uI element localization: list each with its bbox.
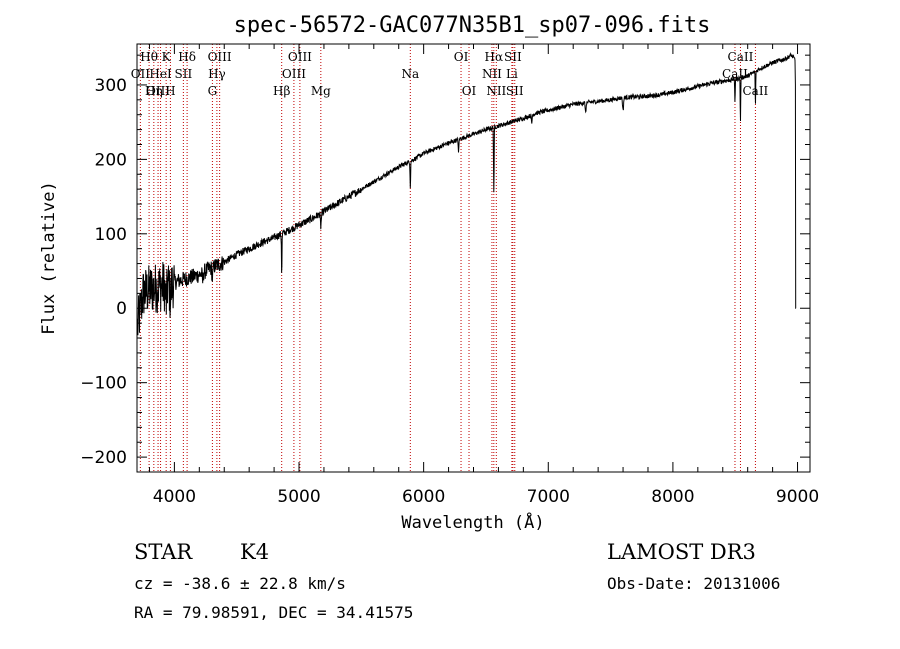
- x-tick-label: 9000: [776, 487, 819, 507]
- y-tick-label: 0: [116, 299, 127, 319]
- redshift-readout: cz = -38.6 ± 22.8 km/s: [134, 574, 346, 593]
- line-label-19: NII: [482, 67, 502, 81]
- line-label-5: K: [162, 50, 172, 64]
- line-label-11: OIII: [208, 50, 232, 64]
- line-label-14: OIII: [288, 50, 312, 64]
- x-tick-label: 6000: [402, 487, 445, 507]
- line-label-20: Hα: [485, 50, 504, 64]
- object-subclass: K4: [240, 540, 270, 564]
- coordinates: RA = 79.98591, DEC = 34.41575: [134, 603, 414, 622]
- spectral-line-labels: OIIHθOIIIHeIHηKHSIIHδGHγOIIIHβOIIIOIIIMg…: [131, 50, 769, 98]
- line-label-0: OII: [131, 67, 151, 81]
- x-tick-label: 4000: [153, 487, 196, 507]
- line-label-23: SII: [504, 50, 522, 64]
- y-tick-label: −200: [80, 448, 127, 468]
- x-tick-labels: 4000 5000 6000 7000 8000 9000: [153, 487, 819, 507]
- line-label-3: HeI: [149, 67, 172, 81]
- y-tick-labels: −200 −100 0 100 200 300: [80, 76, 127, 468]
- line-label-4: Hη: [145, 84, 163, 98]
- line-label-24: SII: [506, 84, 524, 98]
- spectrum-chart: spec-56572-GAC077N35B1_sp07-096.fits OII…: [39, 13, 819, 533]
- line-label-22: Li: [506, 67, 518, 81]
- x-tick-label: 7000: [527, 487, 570, 507]
- line-label-17: OI: [454, 50, 469, 64]
- y-tick-label: 200: [95, 150, 127, 170]
- survey-name: LAMOST DR3: [607, 540, 756, 564]
- x-tick-label: 5000: [277, 487, 320, 507]
- spectral-line-markers: [139, 44, 756, 472]
- spectrum-line: [137, 52, 797, 336]
- line-label-8: Hδ: [178, 50, 196, 64]
- line-label-13: OIII: [282, 67, 306, 81]
- y-tick-label: 100: [95, 225, 127, 245]
- line-label-16: Na: [401, 67, 419, 81]
- y-tick-label: 300: [95, 76, 127, 96]
- line-label-26: CaII: [728, 50, 754, 64]
- line-label-6: H: [165, 84, 175, 98]
- obs-date: Obs-Date: 20131006: [607, 574, 781, 593]
- y-tick-label: −100: [80, 374, 127, 394]
- line-label-12: Hβ: [273, 84, 290, 98]
- chart-title: spec-56572-GAC077N35B1_sp07-096.fits: [234, 13, 711, 38]
- line-label-2: OIII: [146, 84, 170, 98]
- plot-frame: [136, 43, 811, 473]
- line-label-10: Hγ: [208, 67, 226, 81]
- line-label-18: OI: [462, 84, 477, 98]
- line-label-7: SII: [175, 67, 193, 81]
- x-axis-label: Wavelength (Å): [401, 511, 544, 533]
- line-label-15: Mg: [311, 84, 331, 98]
- line-label-21: NII: [486, 84, 506, 98]
- object-class: STAR: [134, 540, 193, 564]
- y-axis-label: Flux (relative): [39, 181, 59, 335]
- line-label-1: Hθ: [140, 50, 158, 64]
- line-label-9: G: [208, 84, 218, 98]
- x-tick-label: 8000: [651, 487, 694, 507]
- axis-ticks: [137, 44, 810, 472]
